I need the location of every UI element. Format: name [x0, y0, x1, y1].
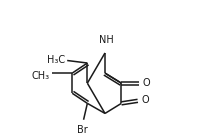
Text: NH: NH — [99, 35, 114, 45]
Text: O: O — [143, 78, 150, 88]
Text: CH₃: CH₃ — [32, 71, 50, 81]
Text: Br: Br — [77, 125, 88, 135]
Text: O: O — [142, 95, 149, 105]
Text: H₃C: H₃C — [47, 55, 65, 65]
